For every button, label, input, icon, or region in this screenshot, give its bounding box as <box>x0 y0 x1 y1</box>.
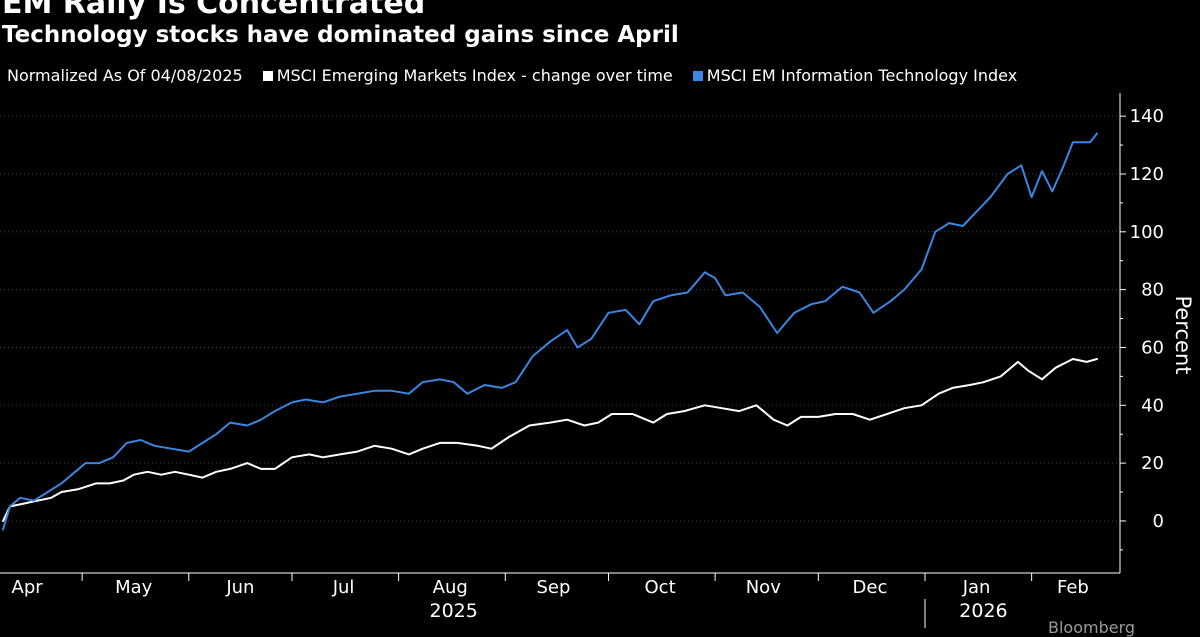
legend: Normalized As Of 04/08/2025 MSCI Emergin… <box>7 66 1037 85</box>
series-lines <box>2 132 1098 531</box>
chart-subtitle: Technology stocks have dominated gains s… <box>2 22 679 48</box>
legend-note: Normalized As Of 04/08/2025 <box>7 66 243 85</box>
year-label-2026: 2026 <box>959 600 1007 622</box>
series-line-em-index <box>2 358 1098 522</box>
chart-title: EM Rally Is Concentrated <box>2 0 426 21</box>
axis-labels: 0 20 40 60 80 100 120 140 Percent Apr May Jun Jul Aug… <box>12 106 1195 622</box>
xtick-label-jan: Jan <box>962 577 991 598</box>
legend-swatch-em-index <box>262 70 273 81</box>
xtick-label-nov: Nov <box>746 577 781 598</box>
legend-label-em-tech-index: MSCI EM Information Technology Index <box>706 66 1018 85</box>
xtick-label-feb: Feb <box>1057 577 1089 598</box>
ytick-label-20: 20 <box>1141 453 1164 474</box>
xtick-label-apr: Apr <box>12 577 44 598</box>
xtick-label-aug: Aug <box>433 577 468 598</box>
xtick-label-may: May <box>115 577 153 598</box>
ytick-label-0: 0 <box>1153 511 1164 532</box>
axes <box>0 93 1126 628</box>
ytick-label-120: 120 <box>1130 164 1164 185</box>
legend-label-em-index: MSCI Emerging Markets Index - change ove… <box>276 66 673 85</box>
ytick-label-140: 140 <box>1130 106 1164 127</box>
legend-item-em-index: MSCI Emerging Markets Index - change ove… <box>262 66 673 85</box>
ytick-label-40: 40 <box>1141 395 1164 416</box>
legend-item-em-tech-index: MSCI EM Information Technology Index <box>692 66 1018 85</box>
ytick-label-80: 80 <box>1141 280 1164 301</box>
gridlines <box>0 115 1120 522</box>
ytick-label-60: 60 <box>1141 337 1164 358</box>
xtick-label-sep: Sep <box>536 577 570 598</box>
series-line-em-tech-index <box>2 132 1098 531</box>
xtick-label-oct: Oct <box>645 577 676 598</box>
xtick-label-jun: Jun <box>225 577 254 598</box>
xtick-label-jul: Jul <box>332 577 355 598</box>
ytick-label-100: 100 <box>1130 222 1164 243</box>
xtick-label-dec: Dec <box>853 577 888 598</box>
year-label-2025: 2025 <box>429 600 477 622</box>
y-axis-label: Percent <box>1171 295 1195 374</box>
legend-swatch-em-tech-index <box>692 70 703 81</box>
